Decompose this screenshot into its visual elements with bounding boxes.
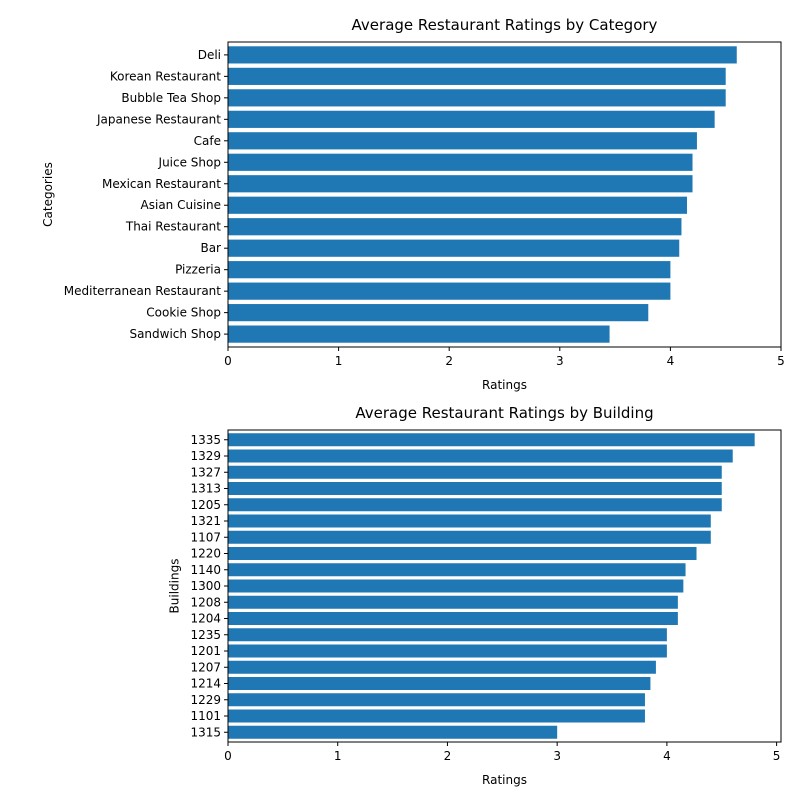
y-tick-label: 1300 xyxy=(190,579,221,593)
plot-frame xyxy=(227,429,782,743)
bar xyxy=(228,282,671,300)
bar xyxy=(228,465,722,479)
bar xyxy=(228,261,671,279)
bar xyxy=(228,304,649,322)
bar xyxy=(228,677,651,690)
x-tick-label: 3 xyxy=(556,354,564,368)
y-tick-label: 1207 xyxy=(190,660,221,674)
bar xyxy=(228,449,733,463)
bar xyxy=(228,693,645,707)
bar xyxy=(228,175,693,193)
y-tick-label: Japanese Restaurant xyxy=(96,112,221,126)
bar xyxy=(228,563,686,577)
bar xyxy=(228,547,697,560)
bar xyxy=(228,110,715,128)
bar xyxy=(228,239,680,257)
bar xyxy=(228,660,656,674)
x-tick-label: 1 xyxy=(335,354,343,368)
category-ratings-chart: Average Restaurant Ratings by Category R… xyxy=(41,16,785,392)
y-tick-label: Sandwich Shop xyxy=(129,327,221,341)
bar xyxy=(228,67,726,85)
x-tick-label: 4 xyxy=(663,749,671,763)
x-tick-label: 0 xyxy=(224,749,232,763)
chart-title: Average Restaurant Ratings by Category xyxy=(352,16,658,34)
x-tick-label: 4 xyxy=(667,354,675,368)
bar xyxy=(228,595,678,609)
y-tick-label: 1327 xyxy=(190,465,221,479)
y-tick-label: Thai Restaurant xyxy=(125,220,221,234)
y-tick-label: 1204 xyxy=(190,612,221,626)
y-tick-label: 1140 xyxy=(190,563,221,577)
x-tick-label: 1 xyxy=(334,749,342,763)
y-tick-label: 1229 xyxy=(190,693,221,707)
bar xyxy=(228,153,693,171)
bar xyxy=(228,725,558,739)
y-tick-label: Asian Cuisine xyxy=(141,198,221,212)
x-tick-label: 5 xyxy=(777,354,785,368)
y-tick-label: Juice Shop xyxy=(158,155,221,169)
y-tick-label: Cookie Shop xyxy=(146,306,221,320)
bar xyxy=(228,530,711,544)
x-tick-label: 2 xyxy=(445,354,453,368)
x-tick-label: 5 xyxy=(773,749,781,763)
y-tick-label: Bubble Tea Shop xyxy=(121,91,221,105)
y-tick-label: 1335 xyxy=(190,433,221,447)
y-tick-label: 1214 xyxy=(190,677,221,691)
bar xyxy=(228,196,687,214)
bar xyxy=(228,709,645,723)
y-tick-label: 1235 xyxy=(190,628,221,642)
y-tick-label: Pizzeria xyxy=(175,263,221,277)
bar xyxy=(228,132,697,150)
bar xyxy=(228,612,678,625)
y-tick-label: Deli xyxy=(198,48,221,62)
y-tick-label: Mediterranean Restaurant xyxy=(64,284,222,298)
y-axis-label: Categories xyxy=(41,162,55,227)
y-tick-label: 1201 xyxy=(190,644,221,658)
y-tick-label: 1321 xyxy=(190,514,221,528)
chart-title: Average Restaurant Ratings by Building xyxy=(355,404,653,422)
bar xyxy=(228,644,667,658)
bar xyxy=(228,514,711,528)
bar xyxy=(228,325,610,343)
x-axis-label: Ratings xyxy=(482,378,527,392)
x-tick-label: 2 xyxy=(444,749,452,763)
y-axis-label: Buildings xyxy=(167,559,181,614)
bar xyxy=(228,89,726,107)
x-tick-label: 0 xyxy=(224,354,232,368)
y-tick-label: 1101 xyxy=(190,709,221,723)
x-axis-label: Ratings xyxy=(482,773,527,787)
bar xyxy=(228,433,755,447)
y-tick-label: 1220 xyxy=(190,547,221,561)
building-ratings-chart: Average Restaurant Ratings by Building R… xyxy=(167,404,782,787)
bar xyxy=(228,579,684,593)
y-tick-label: 1205 xyxy=(190,498,221,512)
plot-frame xyxy=(227,41,782,348)
bar xyxy=(228,498,722,512)
y-tick-label: Cafe xyxy=(194,134,221,148)
bar xyxy=(228,628,667,642)
y-tick-label: 1315 xyxy=(190,725,221,739)
y-tick-label: 1329 xyxy=(190,449,221,463)
y-tick-label: Mexican Restaurant xyxy=(102,177,221,191)
bar xyxy=(228,46,737,64)
y-tick-label: 1208 xyxy=(190,595,221,609)
bar xyxy=(228,218,682,236)
y-tick-label: Bar xyxy=(200,241,221,255)
x-tick-label: 3 xyxy=(553,749,561,763)
bar xyxy=(228,482,722,495)
y-tick-label: 1107 xyxy=(190,530,221,544)
y-tick-label: Korean Restaurant xyxy=(110,69,221,83)
y-tick-label: 1313 xyxy=(190,482,221,496)
